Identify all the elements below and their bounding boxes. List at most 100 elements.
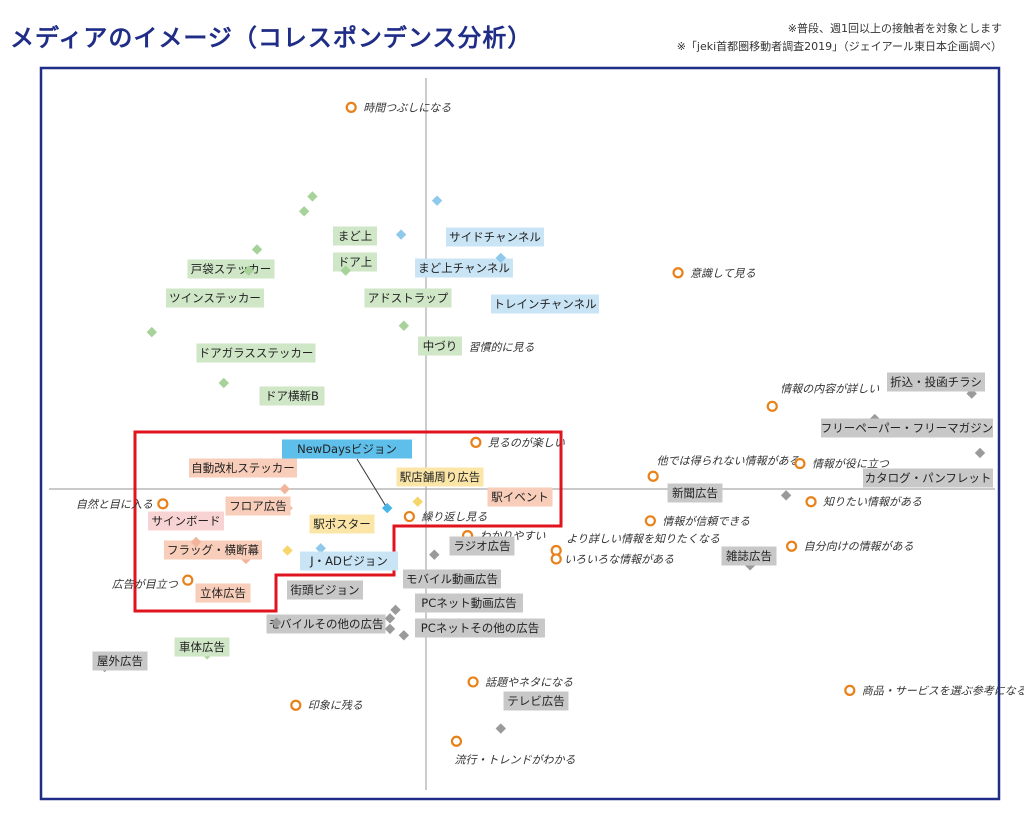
- media-point-marker: [429, 549, 440, 560]
- media-label-box: [415, 618, 545, 638]
- image-point-marker: [470, 436, 482, 448]
- media-point-label: まど上チャンネル: [418, 261, 510, 275]
- media-point-label: モバイル動画広告: [406, 572, 498, 586]
- image-point-marker: [450, 735, 463, 747]
- media-label-box: [396, 467, 484, 487]
- media-label-box: [225, 496, 291, 516]
- media-point-label: 駅ポスター: [313, 517, 371, 531]
- media-point-marker: [395, 229, 407, 240]
- media-point-label: サインボード: [152, 514, 221, 528]
- image-point-marker: [550, 553, 562, 565]
- media-point-marker: [279, 483, 290, 495]
- media-label-box: [166, 288, 264, 308]
- media-point-label: NewDaysビジョン: [297, 442, 397, 456]
- media-point-label: フリーペーパー・フリーマガジン: [821, 421, 993, 435]
- media-point-label: テレビ広告: [507, 694, 565, 708]
- media-point-label: 街頭ビジョン: [291, 583, 360, 597]
- image-point-marker: [290, 699, 302, 711]
- media-label-box: [282, 439, 412, 459]
- image-point-label: いろいろな情報がある: [564, 553, 674, 566]
- plot-frame: [39, 66, 1001, 801]
- media-label-box: [259, 386, 325, 406]
- media-point-label: アドストラップ: [368, 291, 449, 305]
- media-point-marker: [412, 496, 423, 507]
- media-point-marker: [298, 206, 310, 217]
- media-point-label: 駅イベント: [491, 490, 549, 504]
- media-point-label: トレインチャンネル: [493, 297, 596, 311]
- media-point-marker: [218, 377, 229, 389]
- media-label-box: [195, 583, 251, 603]
- image-point-marker: [805, 496, 817, 508]
- media-point-label: PCネット動画広告: [421, 596, 516, 610]
- media-point-label: 立体広告: [200, 586, 246, 600]
- media-label-box: [189, 458, 297, 478]
- media-point-marker: [398, 630, 410, 641]
- media-label-box: [503, 691, 569, 711]
- media-point-marker: [190, 536, 202, 548]
- media-point-label: ラジオ広告: [453, 539, 510, 553]
- media-point-label: PCネットその他の広告: [421, 621, 539, 635]
- image-point-marker: [786, 540, 798, 552]
- media-label-box: [333, 252, 377, 272]
- media-point-marker: [780, 490, 792, 501]
- media-point-label: 駅店舗周り広告: [400, 470, 481, 484]
- image-point-marker: [182, 574, 194, 586]
- media-point-label: ドアガラスステッカー: [199, 346, 314, 360]
- media-label-box: [187, 259, 275, 279]
- media-point-label: ドア横新B: [265, 389, 319, 403]
- media-label-box: [174, 637, 230, 657]
- media-point-marker: [966, 388, 977, 399]
- media-point-marker: [282, 545, 293, 556]
- image-point-marker: [766, 400, 778, 412]
- media-point-marker: [146, 326, 157, 338]
- image-point-label: 印象に残る: [308, 699, 363, 712]
- media-label-box: [287, 580, 363, 600]
- image-point-label: 繰り返し見る: [421, 511, 487, 524]
- media-point-label: 屋外広告: [97, 654, 143, 668]
- media-label-box: [446, 227, 544, 247]
- media-label-box: [863, 468, 993, 488]
- media-point-marker: [315, 543, 326, 554]
- media-label-box: [403, 569, 501, 589]
- image-point-marker: [644, 515, 656, 527]
- image-point-label: 話題やネタになる: [485, 676, 573, 689]
- page-title: メディアのイメージ（コレスポンデンス分析）: [10, 24, 533, 52]
- image-point-label: 他では得られない情報がある: [657, 454, 800, 467]
- image-point-marker: [157, 498, 169, 510]
- media-point-label: 戸袋ステッカー: [191, 262, 272, 276]
- image-point-marker: [794, 457, 806, 470]
- media-label-box: [333, 226, 377, 246]
- media-label-box: [266, 614, 386, 634]
- media-label-box: [148, 511, 224, 531]
- image-point-marker: [672, 267, 684, 279]
- media-point-marker: [271, 617, 282, 628]
- media-point-marker: [390, 604, 401, 616]
- media-point-label: モバイルその他の広告: [269, 617, 384, 631]
- image-point-label: 自然と目に入る: [76, 498, 153, 511]
- image-point-marker: [467, 676, 479, 688]
- note-line-2: ※「jeki首都圏移動者調査2019」（ジェイアール東日本企画調べ）: [676, 40, 1002, 53]
- image-point-marker: [844, 684, 856, 697]
- media-point-label: ツインステッカー: [169, 291, 261, 305]
- media-label-box: [491, 294, 599, 314]
- media-point-label: フロア広告: [229, 499, 287, 513]
- media-point-label: 車体広告: [179, 640, 225, 654]
- media-point-label: 中づり: [423, 339, 458, 353]
- media-point-label: 新聞広告: [672, 486, 718, 500]
- media-label-box: [415, 593, 523, 613]
- image-point-label: 意識して見る: [690, 267, 756, 280]
- image-point-marker: [345, 101, 357, 114]
- media-point-label: 折込・投函チラシ: [890, 375, 982, 389]
- media-label-box: [821, 418, 993, 438]
- image-point-label: 習慣的に見る: [468, 341, 534, 354]
- media-point-label: フラッグ・横断幕: [167, 543, 259, 557]
- image-point-label: 自分向けの情報がある: [804, 540, 914, 553]
- image-point-label: より詳しい情報を知りたくなる: [566, 532, 720, 545]
- media-point-marker: [340, 265, 351, 276]
- media-point-label: 自動改札ステッカー: [191, 461, 295, 475]
- image-point-marker: [647, 470, 659, 482]
- media-point-label: カタログ・パンフレット: [865, 471, 992, 485]
- media-label-box: [415, 258, 513, 278]
- image-point-marker: [403, 510, 415, 523]
